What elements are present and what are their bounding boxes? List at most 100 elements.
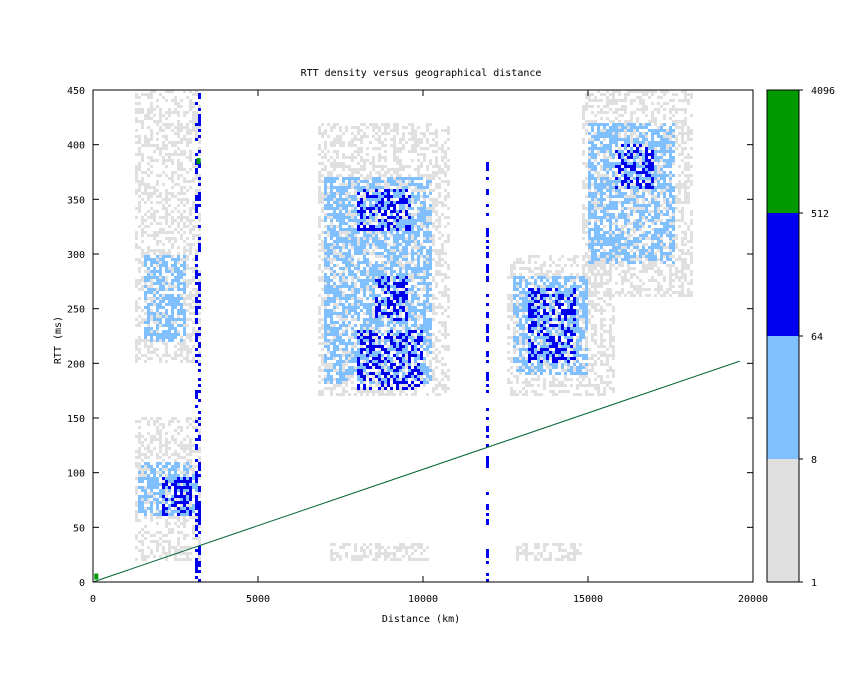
density-cell xyxy=(165,438,168,441)
density-cell xyxy=(441,372,444,375)
density-cell xyxy=(411,213,414,216)
density-cell xyxy=(324,243,327,246)
density-cell xyxy=(183,252,186,255)
density-cell xyxy=(183,357,186,360)
density-cell xyxy=(441,291,444,294)
density-cell xyxy=(534,390,537,393)
density-cell xyxy=(189,453,192,456)
density-cell xyxy=(144,297,147,300)
density-cell xyxy=(354,369,357,372)
density-cell xyxy=(135,135,138,138)
density-cell xyxy=(588,309,591,312)
density-cell xyxy=(588,255,591,258)
density-cell xyxy=(420,243,423,246)
density-cell xyxy=(426,342,429,345)
density-cell xyxy=(402,207,405,210)
density-cell xyxy=(378,147,381,150)
density-cell xyxy=(435,156,438,159)
density-cell xyxy=(411,393,414,396)
density-cell xyxy=(429,327,432,330)
density-cell xyxy=(387,261,390,264)
density-cell xyxy=(432,390,435,393)
density-cell xyxy=(402,381,405,384)
density-cell xyxy=(432,210,435,213)
density-cell xyxy=(423,285,426,288)
density-cell xyxy=(189,489,192,492)
density-cell xyxy=(390,213,393,216)
density-cell xyxy=(486,372,489,375)
density-cell xyxy=(198,363,201,366)
density-cell xyxy=(324,333,327,336)
density-cell xyxy=(333,270,336,273)
density-cell xyxy=(378,369,381,372)
density-cell xyxy=(195,102,198,105)
density-cell xyxy=(384,288,387,291)
density-cell xyxy=(348,297,351,300)
density-cell xyxy=(348,240,351,243)
density-cell xyxy=(444,348,447,351)
density-cell xyxy=(378,126,381,129)
density-cell xyxy=(384,174,387,177)
density-cell xyxy=(372,213,375,216)
density-cell xyxy=(348,351,351,354)
density-cell xyxy=(393,219,396,222)
density-cell xyxy=(153,144,156,147)
density-cell xyxy=(186,513,189,516)
density-cell xyxy=(333,180,336,183)
density-cell xyxy=(354,276,357,279)
density-cell xyxy=(135,279,138,282)
density-cell xyxy=(417,336,420,339)
density-cell xyxy=(426,174,429,177)
density-cell xyxy=(321,393,324,396)
density-cell xyxy=(168,255,171,258)
density-cell xyxy=(372,168,375,171)
density-cell xyxy=(159,324,162,327)
density-cell xyxy=(396,126,399,129)
density-cell xyxy=(330,129,333,132)
density-cell xyxy=(384,129,387,132)
density-cell xyxy=(339,240,342,243)
density-cell xyxy=(135,558,138,561)
density-cell xyxy=(354,273,357,276)
density-cell xyxy=(147,318,150,321)
density-cell xyxy=(156,282,159,285)
density-cell xyxy=(390,315,393,318)
density-cell xyxy=(438,249,441,252)
density-cell xyxy=(432,204,435,207)
density-cell xyxy=(369,243,372,246)
density-cell xyxy=(318,192,321,195)
density-cell xyxy=(330,174,333,177)
density-cell xyxy=(525,318,528,321)
density-cell xyxy=(144,294,147,297)
density-cell xyxy=(180,342,183,345)
density-cell xyxy=(435,225,438,228)
density-cell xyxy=(327,216,330,219)
density-cell xyxy=(192,426,195,429)
density-cell xyxy=(189,483,192,486)
density-cell xyxy=(411,375,414,378)
density-cell xyxy=(198,504,201,507)
density-cell xyxy=(144,114,147,117)
density-cell xyxy=(357,213,360,216)
density-cell xyxy=(144,330,147,333)
density-cell xyxy=(174,522,177,525)
density-cell xyxy=(375,198,378,201)
density-cell xyxy=(324,267,327,270)
density-cell xyxy=(393,246,396,249)
density-cell xyxy=(198,93,201,96)
density-cell xyxy=(540,273,543,276)
density-cell xyxy=(165,525,168,528)
density-cell xyxy=(135,348,138,351)
density-cell xyxy=(135,192,138,195)
density-cell xyxy=(366,387,369,390)
density-cell xyxy=(327,342,330,345)
density-cell xyxy=(381,255,384,258)
density-cell xyxy=(327,297,330,300)
density-cell xyxy=(405,291,408,294)
density-cell xyxy=(576,378,579,381)
density-cell xyxy=(195,291,198,294)
density-cell xyxy=(534,366,537,369)
density-cell xyxy=(192,450,195,453)
density-cell xyxy=(486,354,489,357)
density-cell xyxy=(336,192,339,195)
